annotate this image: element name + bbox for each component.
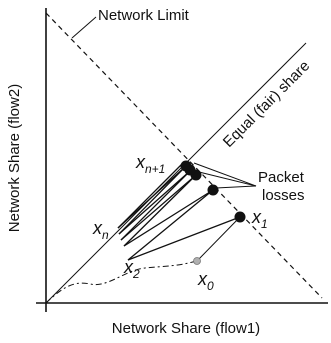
packet-loss-leader-2 <box>198 171 257 187</box>
packet-loss-marker-x1 <box>234 211 246 223</box>
decrease-p4 <box>118 170 191 235</box>
point-label-x1: x1 <box>251 207 268 231</box>
packet-loss-leader-3 <box>215 185 257 189</box>
point-label-x2: x2 <box>123 257 140 281</box>
point-label-xn: xn <box>92 218 109 242</box>
decrease-x1-x2 <box>127 216 241 261</box>
trajectory-x0-x1 <box>196 216 241 262</box>
network-limit-line <box>45 12 323 299</box>
fair-share-label: Equal (fair) share <box>220 57 313 150</box>
increase-p4 <box>120 170 191 241</box>
increase-p5 <box>118 165 187 235</box>
decrease-p3 <box>120 174 197 241</box>
packet-loss-marker-2 <box>207 184 219 196</box>
decrease-p2 <box>123 189 214 247</box>
network-limit-label: Network Limit <box>98 7 190 24</box>
increase-p6 <box>117 162 184 229</box>
decrease-p5 <box>117 165 187 229</box>
point-label-xn1: xn+1 <box>135 152 165 176</box>
increase-x2-p2 <box>127 189 214 261</box>
fair-share-line <box>45 42 307 304</box>
packet-losses-label-line2: losses <box>262 187 305 204</box>
packet-loss-marker-5 <box>180 160 192 172</box>
network-limit-leader <box>71 16 97 39</box>
x0-marker <box>193 257 201 265</box>
start-trajectory <box>45 260 197 304</box>
x-axis-title: Network Share (flow1) <box>112 320 260 337</box>
increase-p3 <box>123 174 197 247</box>
y-axis-title: Network Share (flow2) <box>6 84 23 232</box>
packet-losses-label-line1: Packet <box>258 169 305 186</box>
point-label-x0: x0 <box>197 269 214 293</box>
packet-loss-leader-1 <box>193 162 257 187</box>
